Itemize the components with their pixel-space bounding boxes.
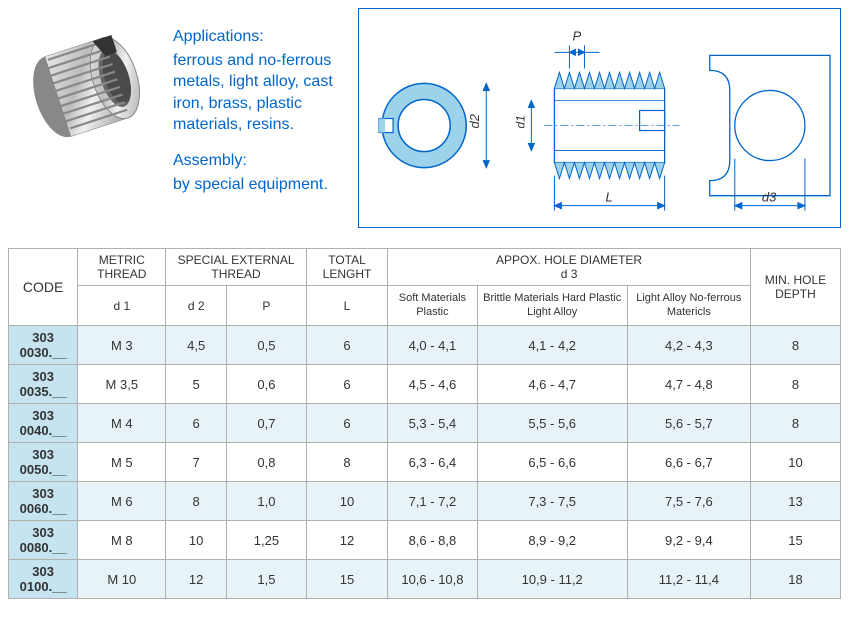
data-cell: 10 [166,521,227,560]
data-cell: 6,5 - 6,6 [477,443,627,482]
top-section: Applications: ferrous and no-ferrous met… [8,8,841,228]
col-metric-thread: METRIC THREAD [78,249,166,286]
data-cell: 8 [750,404,840,443]
data-cell: 8 [306,443,387,482]
spec-table: CODE METRIC THREAD SPECIAL EXTERNAL THRE… [8,248,841,599]
col-special-thread: SPECIAL EXTERNAL THREAD [166,249,307,286]
data-cell: 0,6 [227,365,307,404]
col-brittle: Brittle Materials Hard Plastic Light All… [477,286,627,326]
data-cell: 5 [166,365,227,404]
data-cell: 9,2 - 9,4 [627,521,750,560]
table-row: 303 0080.__M 8101,25128,6 - 8,88,9 - 9,2… [9,521,841,560]
data-cell: 4,1 - 4,2 [477,326,627,365]
data-cell: 4,6 - 4,7 [477,365,627,404]
data-cell: 8 [166,482,227,521]
table-row: 303 0100.__M 10121,51510,6 - 10,810,9 - … [9,560,841,599]
label-d1: d1 [513,115,527,128]
col-min-depth: MIN. HOLE DEPTH [750,249,840,326]
applications-heading: Applications: [173,26,348,48]
code-cell: 303 0035.__ [9,365,78,404]
col-l: L [306,286,387,326]
label-d2: d2 [467,113,482,128]
col-light-alloy: Light Alloy No-ferrous Matericls [627,286,750,326]
data-cell: 7,1 - 7,2 [388,482,477,521]
assembly-heading: Assembly: [173,150,348,172]
data-cell: 5,5 - 5,6 [477,404,627,443]
data-cell: 6,3 - 6,4 [388,443,477,482]
code-cell: 303 0080.__ [9,521,78,560]
data-cell: M 4 [78,404,166,443]
assembly-text: by special equipment. [173,174,348,196]
data-cell: 6 [306,404,387,443]
data-cell: 10 [750,443,840,482]
data-cell: 7 [166,443,227,482]
data-cell: 12 [166,560,227,599]
data-cell: 8,9 - 9,2 [477,521,627,560]
data-cell: 6 [306,365,387,404]
table-row: 303 0030.__M 34,50,564,0 - 4,14,1 - 4,24… [9,326,841,365]
table-row: 303 0060.__M 681,0107,1 - 7,27,3 - 7,57,… [9,482,841,521]
label-p: P [572,28,581,43]
data-cell: M 6 [78,482,166,521]
code-cell: 303 0060.__ [9,482,78,521]
table-row: 303 0035.__M 3,550,664,5 - 4,64,6 - 4,74… [9,365,841,404]
col-d1: d 1 [78,286,166,326]
data-cell: 7,5 - 7,6 [627,482,750,521]
col-total-length: TOTAL LENGHT [306,249,387,286]
data-cell: 4,5 - 4,6 [388,365,477,404]
data-cell: 4,5 [166,326,227,365]
code-cell: 303 0100.__ [9,560,78,599]
data-cell: 10,9 - 11,2 [477,560,627,599]
code-cell: 303 0030.__ [9,326,78,365]
data-cell: 0,7 [227,404,307,443]
table-row: 303 0050.__M 570,886,3 - 6,46,5 - 6,66,6… [9,443,841,482]
data-cell: 15 [750,521,840,560]
data-cell: 8,6 - 8,8 [388,521,477,560]
data-cell: 7,3 - 7,5 [477,482,627,521]
col-appox-hole: APPOX. HOLE DIAMETER d 3 [388,249,751,286]
data-cell: 4,7 - 4,8 [627,365,750,404]
col-d2: d 2 [166,286,227,326]
product-image [8,8,163,168]
data-cell: 4,0 - 4,1 [388,326,477,365]
code-cell: 303 0050.__ [9,443,78,482]
table-row: 303 0040.__M 460,765,3 - 5,45,5 - 5,65,6… [9,404,841,443]
description-block: Applications: ferrous and no-ferrous met… [173,8,348,209]
data-cell: 18 [750,560,840,599]
data-cell: 0,5 [227,326,307,365]
data-cell: 15 [306,560,387,599]
data-cell: 13 [750,482,840,521]
data-cell: 1,0 [227,482,307,521]
data-cell: M 3,5 [78,365,166,404]
data-cell: 5,6 - 5,7 [627,404,750,443]
data-cell: M 8 [78,521,166,560]
data-cell: 6 [166,404,227,443]
data-cell: M 5 [78,443,166,482]
data-cell: 12 [306,521,387,560]
col-p: P [227,286,307,326]
code-cell: 303 0040.__ [9,404,78,443]
data-cell: 10,6 - 10,8 [388,560,477,599]
applications-text: ferrous and no-ferrous metals, light all… [173,50,348,136]
data-cell: 8 [750,365,840,404]
label-l: L [606,190,613,205]
data-cell: 6 [306,326,387,365]
col-code: CODE [9,249,78,326]
data-cell: 11,2 - 11,4 [627,560,750,599]
data-cell: 1,25 [227,521,307,560]
data-cell: 1,5 [227,560,307,599]
data-cell: 10 [306,482,387,521]
table-body: 303 0030.__M 34,50,564,0 - 4,14,1 - 4,24… [9,326,841,599]
technical-drawing: d2 P [358,8,841,228]
data-cell: M 3 [78,326,166,365]
data-cell: 0,8 [227,443,307,482]
data-cell: 4,2 - 4,3 [627,326,750,365]
label-d3: d3 [762,190,777,205]
data-cell: 8 [750,326,840,365]
data-cell: M 10 [78,560,166,599]
col-soft: Soft Materials Plastic [388,286,477,326]
data-cell: 6,6 - 6,7 [627,443,750,482]
data-cell: 5,3 - 5,4 [388,404,477,443]
